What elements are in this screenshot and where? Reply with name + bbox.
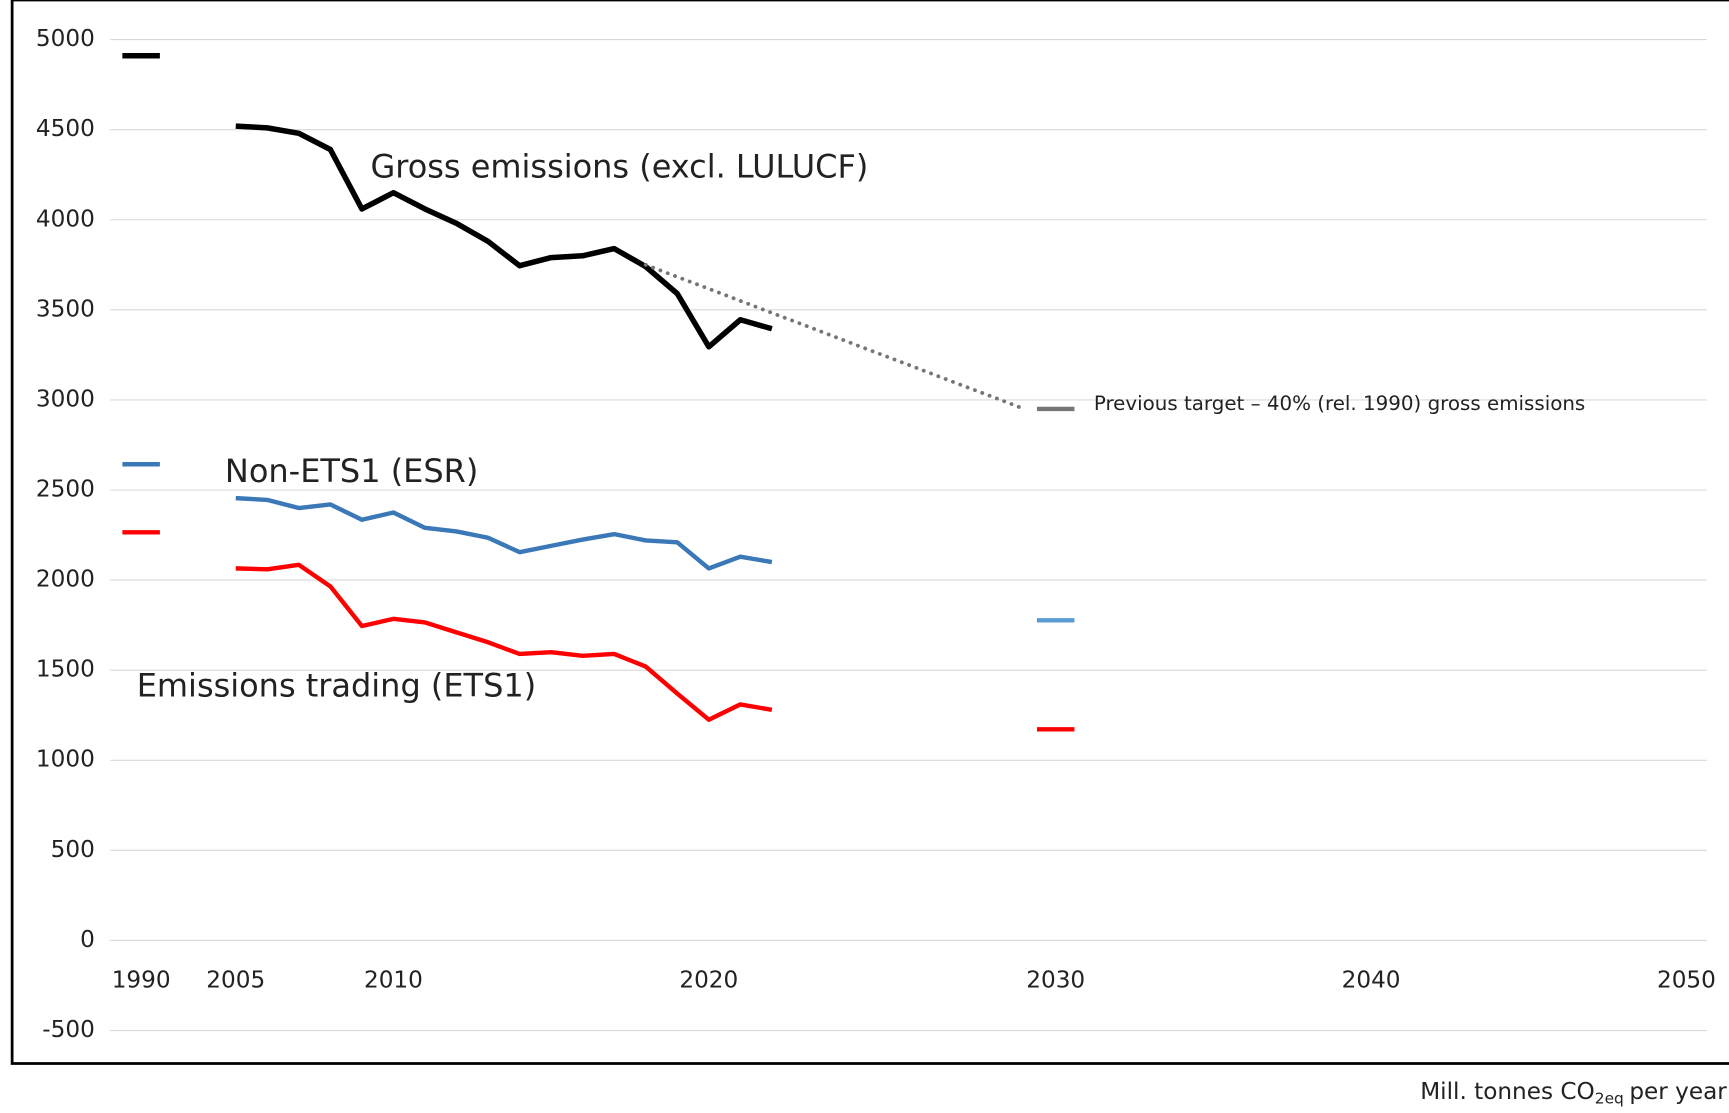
y-tick-label: 500: [51, 837, 95, 863]
unit-label: Mill. tonnes CO2eq per year: [1420, 1079, 1727, 1108]
x-tick-label: 2005: [206, 968, 265, 994]
x-tick-label: 2010: [364, 968, 423, 994]
y-tick-label: 2000: [36, 567, 95, 593]
y-tick-label: 3500: [36, 296, 95, 322]
unit-subscript: 2eq: [1595, 1089, 1624, 1107]
y-tick-label: 0: [80, 927, 95, 953]
unit-text: per year: [1629, 1079, 1727, 1105]
series-line: [235, 562, 773, 722]
trend-line: [643, 262, 1027, 411]
y-tick-label: 3000: [36, 386, 95, 412]
y-tick-label: 2500: [36, 477, 95, 503]
x-tick-label: 2020: [679, 968, 738, 994]
x-tick-label: 2050: [1657, 968, 1716, 994]
y-tick-label: 4500: [36, 116, 95, 142]
x-tick-label: 2040: [1342, 968, 1401, 994]
annotation: Non-ETS1 (ESR): [225, 452, 478, 490]
y-tick-label: -500: [42, 1017, 95, 1043]
chart-frame: [10, 0, 1729, 1065]
x-tick-label: 1990: [112, 968, 171, 994]
series-line: [235, 495, 773, 571]
y-tick-label: 5000: [36, 26, 95, 52]
annotation: Emissions trading (ETS1): [137, 666, 536, 704]
unit-text: Mill. tonnes CO: [1420, 1079, 1595, 1105]
series-line: [235, 123, 773, 350]
y-tick-label: 1000: [36, 747, 95, 773]
y-tick-label: 1500: [36, 657, 95, 683]
y-tick-label: 4000: [36, 206, 95, 232]
annotation: Previous target – 40% (rel. 1990) gross …: [1094, 392, 1585, 415]
x-tick-label: 2030: [1026, 968, 1085, 994]
annotation: Gross emissions (excl. LULUCF): [370, 147, 868, 185]
